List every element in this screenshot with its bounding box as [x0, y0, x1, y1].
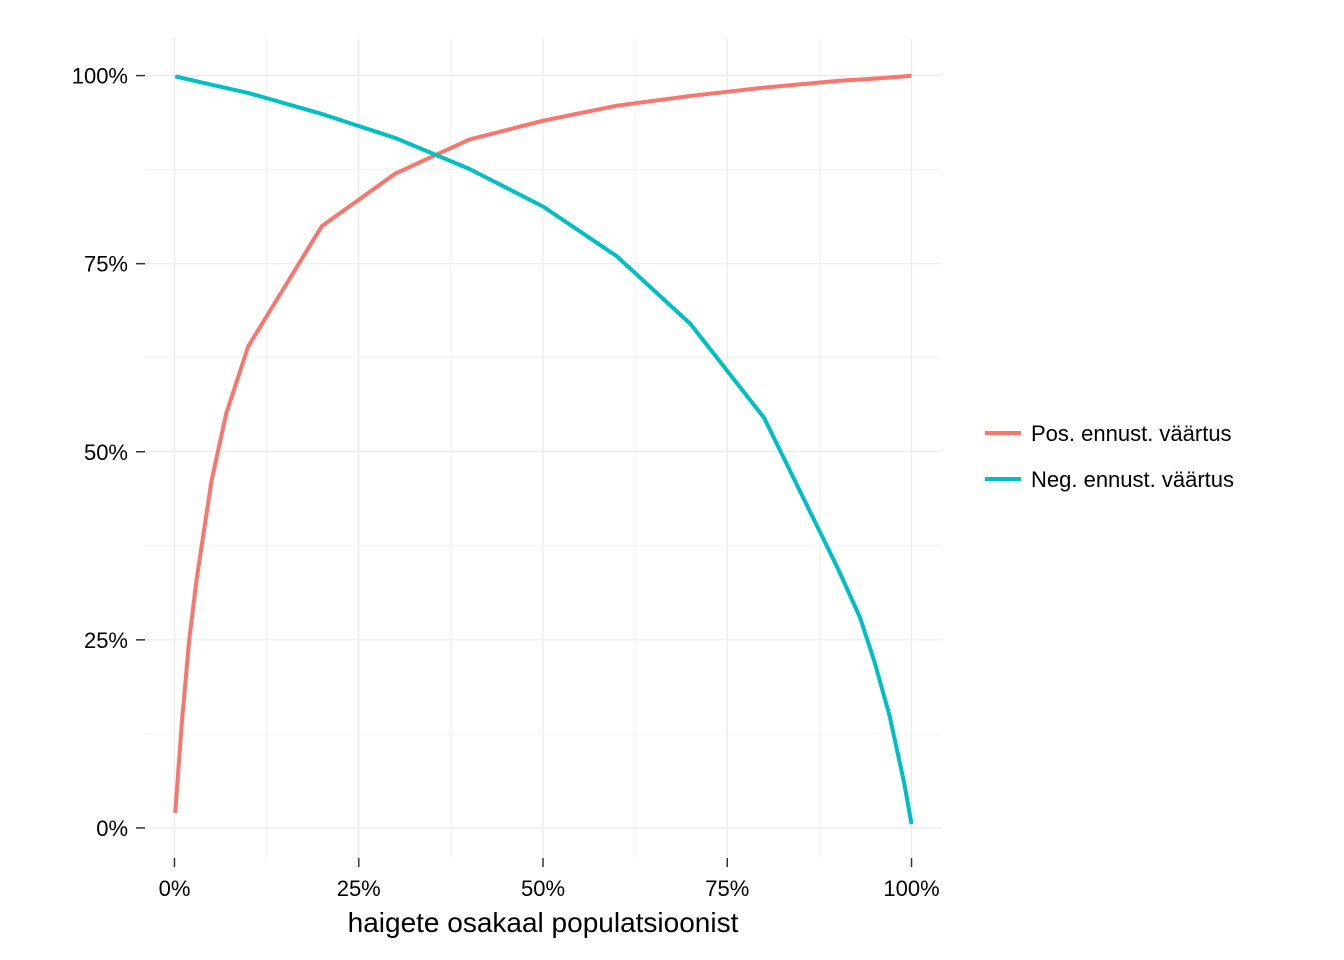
y-tick-label: 50%	[84, 440, 128, 465]
y-tick-label: 100%	[72, 64, 128, 89]
series-line-1	[173, 73, 912, 814]
axes: 0% 25% 50% 75% 100% 0% 25% 50% 75% 100%	[72, 64, 940, 901]
major-gridlines	[145, 38, 941, 858]
y-tick-label: 25%	[84, 628, 128, 653]
series-line-2	[174, 74, 914, 825]
series-lines	[173, 73, 914, 825]
x-tick-label: 100%	[883, 876, 939, 901]
x-tick-label: 25%	[337, 876, 381, 901]
y-tick-label: 0%	[96, 816, 128, 841]
legend-label-1: Pos. ennust. väärtus	[1031, 421, 1232, 446]
x-axis-title: haigete osakaal populatsioonist	[348, 907, 739, 938]
x-tick-label: 75%	[705, 876, 749, 901]
legend: Pos. ennust. väärtus Neg. ennust. väärtus	[985, 421, 1234, 492]
legend-label-2: Neg. ennust. väärtus	[1031, 467, 1234, 492]
x-tick-label: 50%	[521, 876, 565, 901]
y-tick-label: 75%	[84, 252, 128, 277]
x-tick-label: 0%	[159, 876, 191, 901]
